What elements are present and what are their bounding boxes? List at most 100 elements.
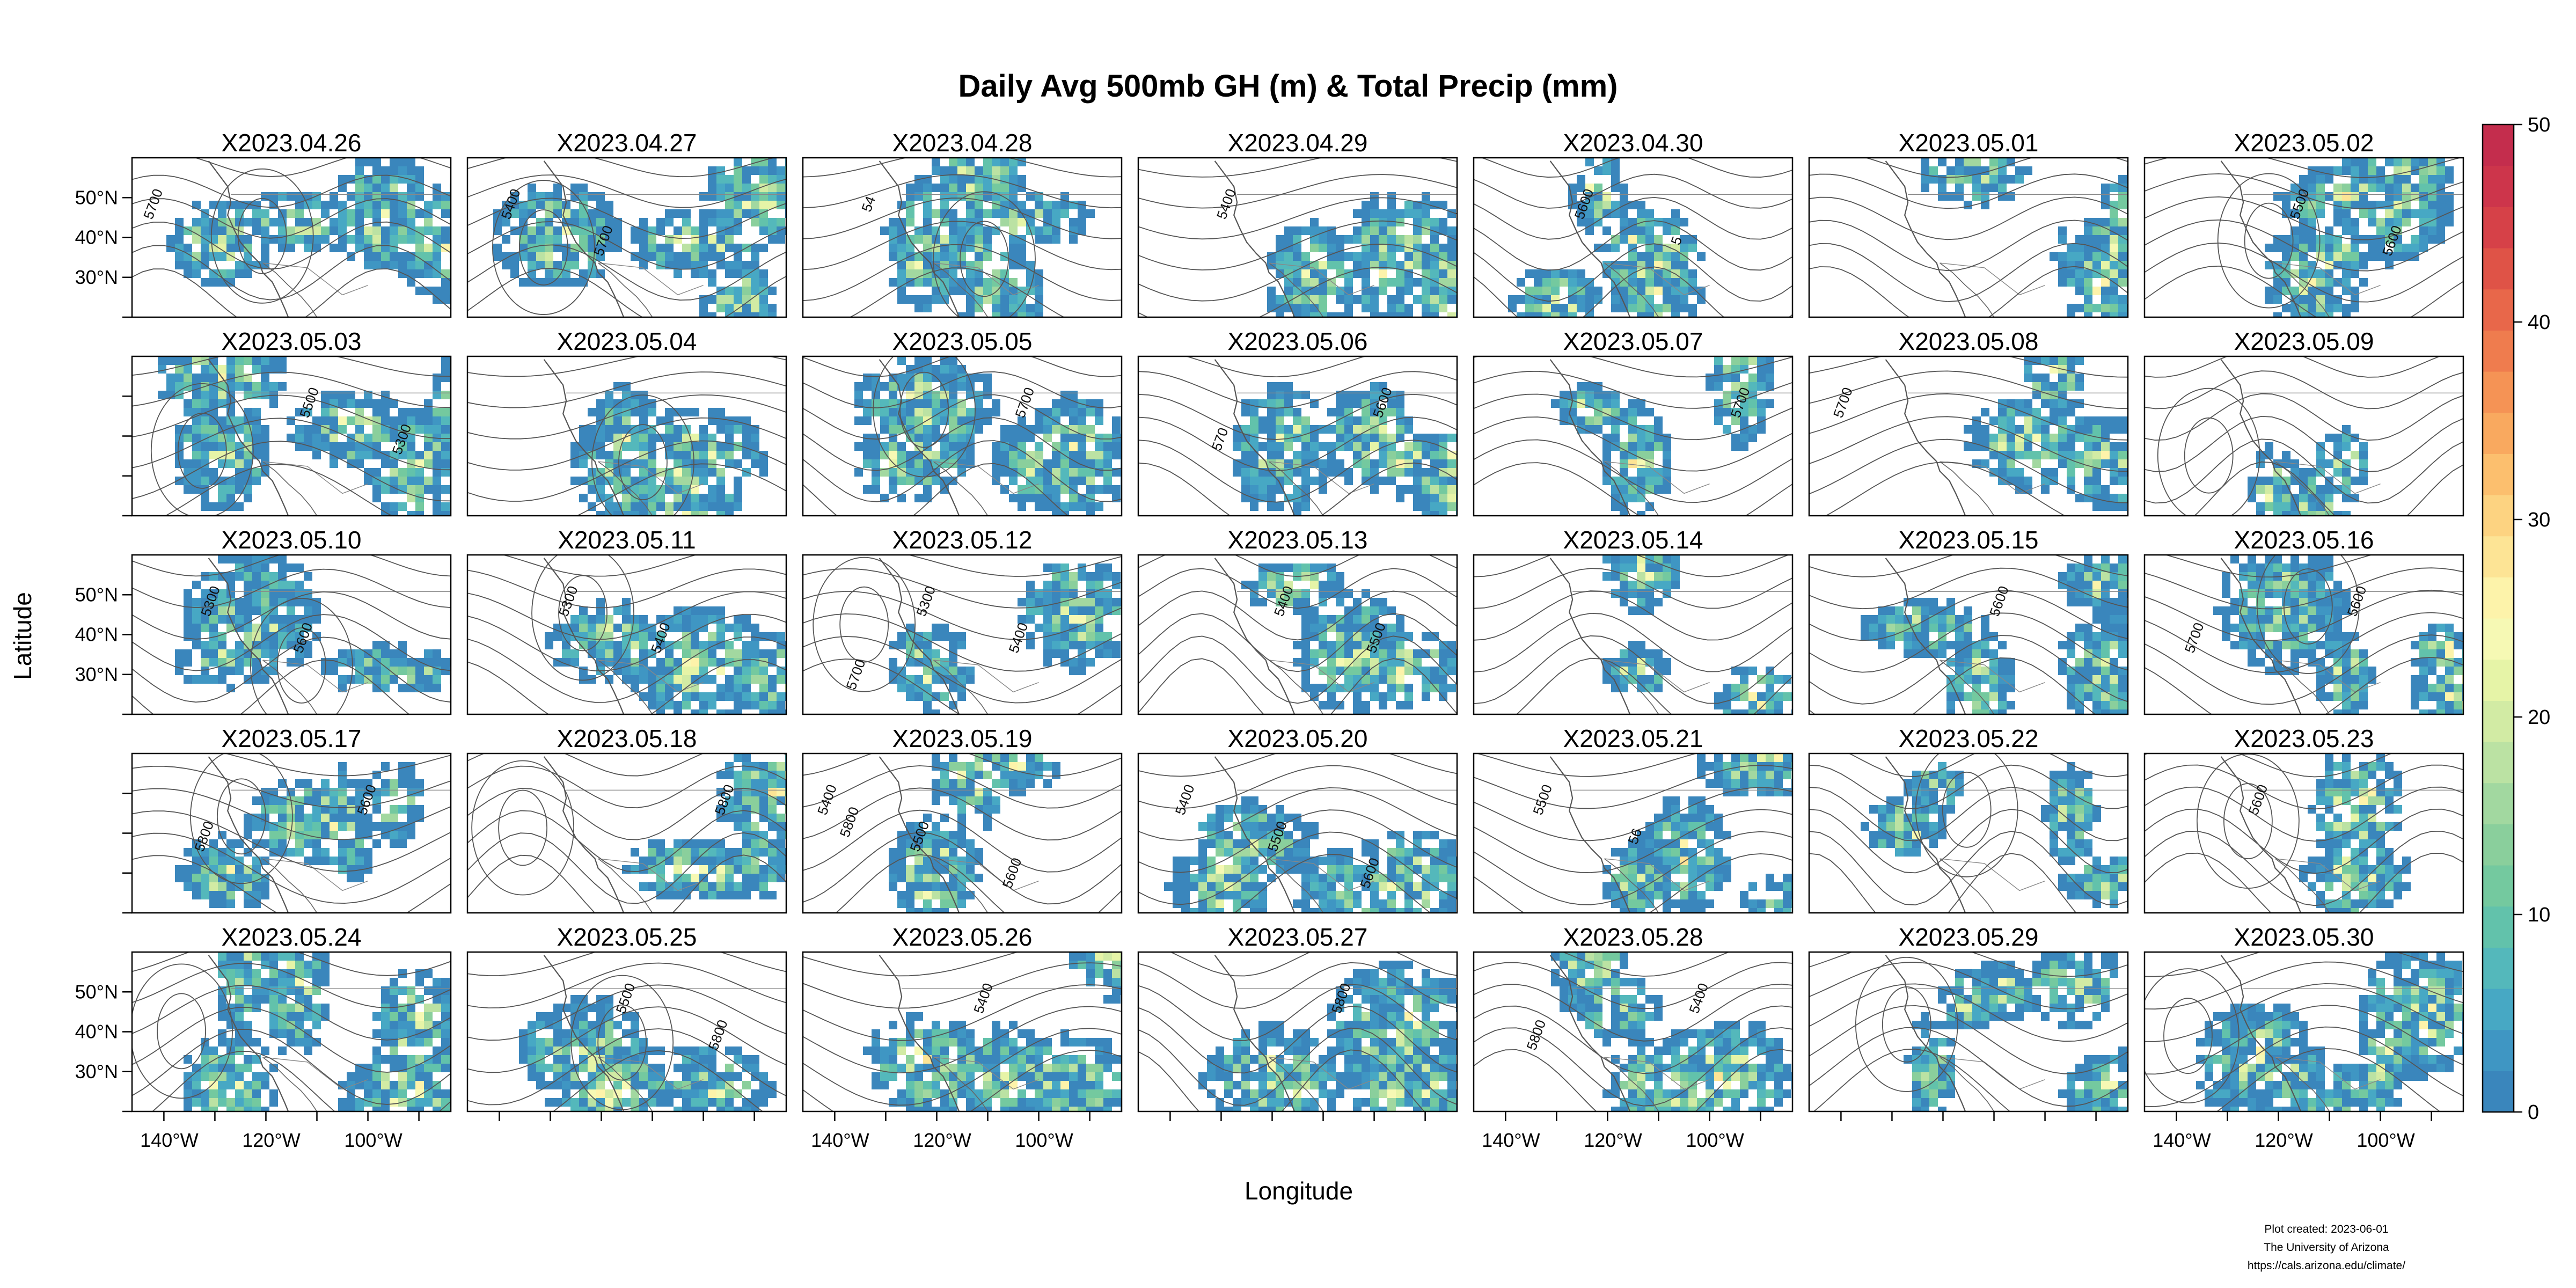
precip-cell <box>872 434 880 442</box>
precip-cell <box>889 477 897 485</box>
precip-cell <box>1447 649 1456 658</box>
us-mexico-border <box>262 461 368 494</box>
precip-cell <box>1241 425 1250 434</box>
precip-cell <box>1310 477 1319 485</box>
precip-cell <box>1654 649 1663 658</box>
precip-cell <box>768 201 777 209</box>
precip-cell <box>1560 269 1568 278</box>
precip-cell <box>1422 312 1430 317</box>
precip-cell <box>1998 667 2007 675</box>
precip-cell <box>1233 434 1241 442</box>
precip-cell <box>2282 494 2290 502</box>
precip-cell <box>1276 399 1284 408</box>
precip-cell <box>665 684 674 692</box>
precip-cell <box>605 434 613 442</box>
precip-cell <box>2110 209 2118 218</box>
precip-cell <box>983 158 992 166</box>
precip-cell <box>433 675 441 684</box>
precip-cell <box>433 261 441 269</box>
gh-contour-line <box>1809 657 2096 714</box>
precip-cell <box>2024 399 2032 408</box>
precip-cell <box>1026 598 1035 606</box>
precip-cell <box>2092 581 2101 589</box>
precip-cell <box>1052 564 1060 572</box>
precip-cell <box>742 649 751 658</box>
precip-cell <box>914 399 923 408</box>
precip-cell <box>1602 408 1611 416</box>
precip-cell <box>1964 675 1972 684</box>
baja-coastline <box>1940 660 1995 714</box>
precip-cell <box>1362 658 1370 667</box>
baja-coastline <box>262 660 318 714</box>
precip-cell <box>415 252 424 261</box>
precip-cell <box>269 632 278 641</box>
precip-cell <box>2385 226 2394 235</box>
precip-cell <box>2084 658 2092 667</box>
precip-cell <box>734 175 742 184</box>
precip-cell <box>1663 459 1671 468</box>
precip-cell <box>983 184 992 192</box>
precip-cell <box>2101 564 2110 572</box>
precip-cell <box>1757 692 1766 701</box>
precip-cell <box>372 477 381 485</box>
precip-cell <box>2333 252 2342 261</box>
precip-cell <box>1447 252 1456 261</box>
precip-cell <box>1404 304 1413 312</box>
precip-cell <box>2248 494 2256 502</box>
precip-cell <box>923 477 932 485</box>
precip-cell <box>2118 295 2127 304</box>
precip-cell <box>1387 252 1396 261</box>
precip-cell <box>1886 615 1895 624</box>
precip-cell <box>330 442 338 451</box>
precip-cell <box>1267 485 1276 494</box>
precip-cell <box>304 244 312 252</box>
precip-cell <box>1998 408 2007 416</box>
precip-cell <box>648 226 656 235</box>
precip-cell <box>2084 287 2092 295</box>
precip-cell <box>2118 667 2127 675</box>
precip-cell <box>1319 287 1327 295</box>
precip-cell <box>1362 235 1370 244</box>
precip-cell <box>2067 589 2075 598</box>
precip-cell <box>2359 252 2368 261</box>
precip-cell <box>2428 158 2436 166</box>
precip-cell <box>699 502 708 511</box>
precip-cell <box>725 649 734 658</box>
precip-cell <box>2342 477 2351 485</box>
precip-cell <box>1422 692 1430 701</box>
precip-cell <box>1447 278 1456 287</box>
precip-cell <box>2024 416 2032 425</box>
us-mexico-border <box>933 461 1039 494</box>
precip-cell <box>725 295 734 304</box>
precip-cell <box>1310 226 1319 235</box>
precip-cell <box>1035 235 1043 244</box>
precip-cells <box>1233 382 1457 516</box>
precip-cell <box>1301 295 1310 304</box>
precip-cell <box>656 684 665 692</box>
precip-cell <box>201 658 209 667</box>
precip-cell <box>1336 425 1344 434</box>
precip-cell <box>1069 667 1078 675</box>
precip-cell <box>261 434 269 442</box>
precip-cell <box>252 564 261 572</box>
precip-cell <box>716 304 725 312</box>
precip-cell <box>1620 684 1628 692</box>
precip-cell <box>1319 701 1327 709</box>
precip-cell <box>631 408 639 416</box>
precip-cell <box>1301 451 1310 459</box>
precip-cell <box>528 192 536 201</box>
precip-cell <box>1413 278 1422 287</box>
precip-cell <box>1774 675 1783 684</box>
precip-cell <box>304 218 312 226</box>
precip-cell <box>1301 416 1310 425</box>
precip-cell <box>1052 468 1060 477</box>
precip-cell <box>1645 468 1654 477</box>
precip-cell <box>1748 382 1757 391</box>
precip-cell <box>2118 641 2127 649</box>
precip-cell <box>1387 675 1396 684</box>
precip-cell <box>2075 252 2084 261</box>
precip-cell <box>1645 218 1654 226</box>
precip-cell <box>1680 244 1688 252</box>
precip-cell <box>1344 235 1353 244</box>
